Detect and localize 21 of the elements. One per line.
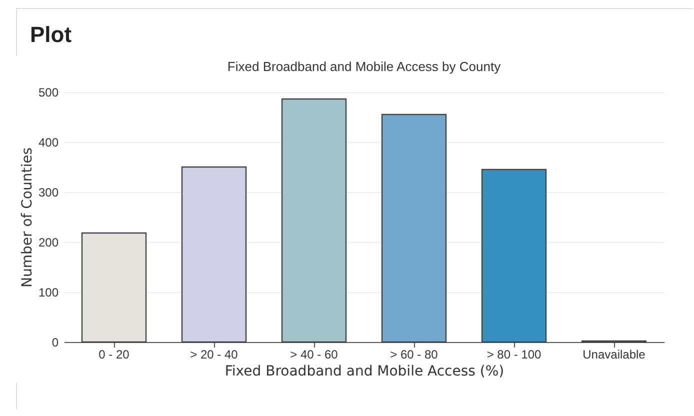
x-tick-label: Unavailable [582, 348, 646, 362]
bar [81, 232, 147, 343]
bar [481, 168, 547, 343]
bar [381, 114, 447, 343]
bar [281, 98, 347, 343]
x-tick-label: > 40 - 60 [290, 348, 338, 362]
y-tick-label: 500 [38, 86, 59, 100]
chart-title: Plot [30, 22, 72, 48]
x-tick-label: > 80 - 100 [486, 348, 542, 362]
x-tick-label: > 60 - 80 [390, 348, 438, 362]
y-tick-label: 400 [38, 136, 59, 150]
y-tick-label: 100 [38, 286, 59, 300]
chart-subtitle: Fixed Broadband and Mobile Access by County [227, 59, 502, 74]
y-tick-label: 200 [38, 236, 59, 250]
y-tick-label: 300 [38, 186, 59, 200]
x-tick-label: > 20 - 40 [190, 348, 238, 362]
bar [181, 166, 247, 343]
y-tick-label: 0 [52, 336, 59, 350]
x-axis-title: Fixed Broadband and Mobile Access (%) [224, 364, 504, 380]
y-axis-title: Number of Counties [19, 147, 36, 288]
x-tick-label: 0 - 20 [98, 348, 130, 362]
